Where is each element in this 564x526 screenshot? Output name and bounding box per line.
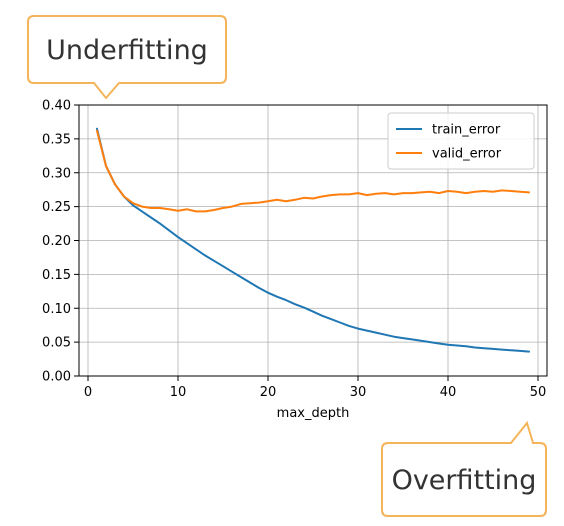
y-tick-label: 0.35 xyxy=(42,132,71,147)
x-axis-label: max_depth xyxy=(277,406,350,421)
y-axis: 0.00 0.05 0.10 0.15 0.20 0.25 0.30 0.35 0.40 xyxy=(42,99,79,385)
y-tick-label: 0.10 xyxy=(42,302,71,317)
y-tick-label: 0.25 xyxy=(42,200,71,215)
x-tick-label: 10 xyxy=(170,385,187,400)
legend-box xyxy=(387,112,535,170)
underfitting-callout-box xyxy=(27,15,227,100)
x-tick-label: 30 xyxy=(350,385,367,400)
underfitting-callout: Underfitting xyxy=(27,15,227,100)
y-tick-label: 0.20 xyxy=(42,234,71,249)
legend-label-valid-error: valid_error xyxy=(432,147,502,162)
underfitting-label: Underfitting xyxy=(46,35,208,66)
x-tick-label: 20 xyxy=(260,385,277,400)
x-tick-label: 0 xyxy=(84,385,92,400)
x-tick-label: 50 xyxy=(530,385,547,400)
overfitting-callout-box xyxy=(381,420,547,517)
overfitting-label: Overfitting xyxy=(392,465,537,496)
overfitting-callout: Overfitting xyxy=(381,420,547,517)
x-tick-label: 40 xyxy=(440,385,457,400)
y-tick-label: 0.30 xyxy=(42,166,71,181)
legend-label-train-error: train_error xyxy=(432,123,501,138)
x-axis: 0 10 20 30 40 50 xyxy=(84,376,546,400)
y-tick-label: 0.15 xyxy=(42,268,71,283)
legend: train_error valid_error xyxy=(387,112,535,170)
series-line-valid-error xyxy=(96,129,530,213)
y-tick-label: 0.40 xyxy=(42,99,71,114)
series-line-train-error xyxy=(96,127,530,353)
series-layer xyxy=(96,127,530,353)
y-tick-label: 0.00 xyxy=(42,370,71,385)
y-tick-label: 0.05 xyxy=(42,336,71,351)
